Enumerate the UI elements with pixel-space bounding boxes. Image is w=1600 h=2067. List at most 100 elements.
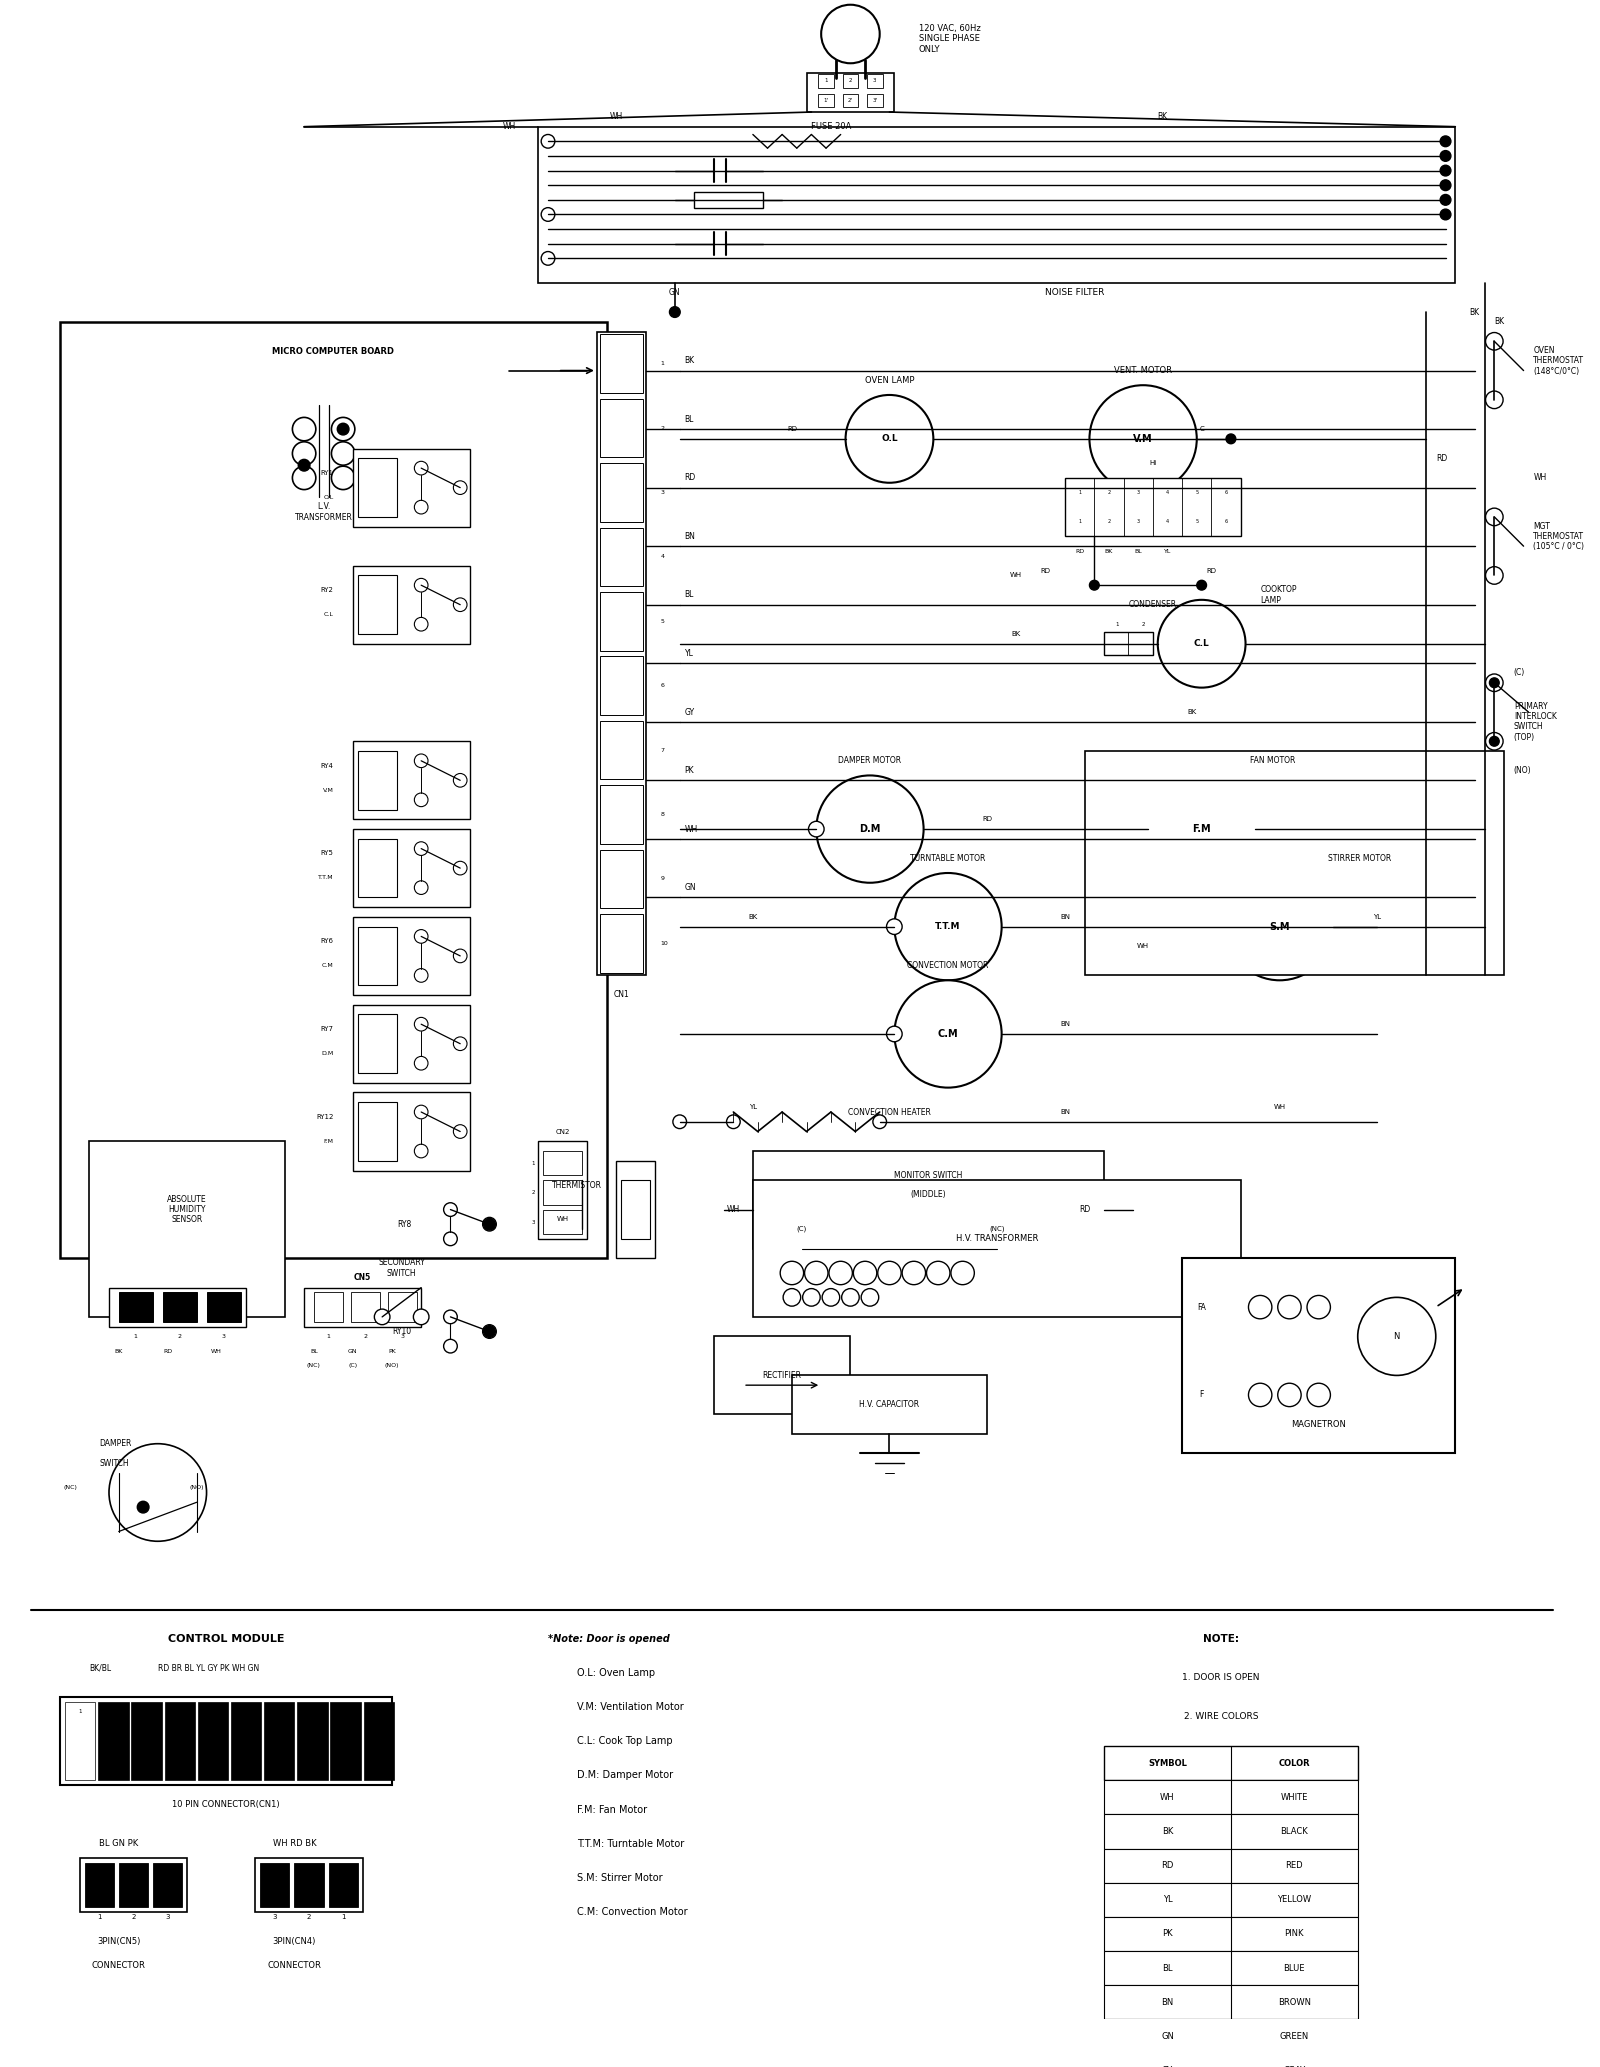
Text: CN1: CN1 [613, 990, 629, 1000]
Text: BK: BK [1011, 630, 1021, 637]
Text: (NO): (NO) [1514, 767, 1531, 775]
Text: 5: 5 [1195, 519, 1198, 525]
Bar [354, 1005, 470, 1083]
Circle shape [414, 618, 429, 630]
Circle shape [298, 459, 310, 471]
Circle shape [1440, 194, 1451, 205]
Circle shape [1440, 136, 1451, 147]
Circle shape [414, 969, 429, 982]
Bar [600, 591, 643, 651]
Text: OVEN
THERMOSTAT
(148°C/0°C): OVEN THERMOSTAT (148°C/0°C) [1533, 345, 1584, 376]
Circle shape [886, 1025, 902, 1042]
Circle shape [829, 1261, 853, 1286]
Text: CONNECTOR: CONNECTOR [267, 1962, 322, 1970]
Circle shape [808, 821, 824, 837]
Text: FAN MOTOR: FAN MOTOR [1251, 757, 1296, 765]
Bar [358, 1015, 397, 1073]
Text: C: C [1200, 426, 1205, 432]
Text: WHITE: WHITE [1280, 1792, 1309, 1802]
Text: (NC): (NC) [307, 1362, 322, 1368]
Text: WH: WH [726, 1205, 739, 1213]
Text: D.M: D.M [322, 1050, 333, 1056]
Text: F.M: Fan Motor: F.M: Fan Motor [578, 1804, 648, 1815]
Text: RY5: RY5 [320, 850, 333, 856]
Text: WH: WH [1533, 473, 1547, 482]
Text: RY4: RY4 [320, 763, 333, 769]
Text: BN: BN [1061, 1110, 1070, 1114]
Text: CONDENSER: CONDENSER [1130, 599, 1178, 610]
Text: 120 VAC, 60Hz
SINGLE PHASE
ONLY: 120 VAC, 60Hz SINGLE PHASE ONLY [918, 25, 981, 54]
Circle shape [338, 424, 349, 434]
Bar [542, 1180, 582, 1205]
Text: WH: WH [1010, 573, 1022, 579]
Circle shape [483, 1325, 496, 1337]
Circle shape [414, 461, 429, 475]
Bar [66, 1703, 96, 1780]
Bar [131, 1703, 162, 1780]
Text: D.M: Damper Motor: D.M: Damper Motor [578, 1771, 674, 1780]
Text: 2: 2 [307, 1914, 310, 1920]
Text: (C): (C) [797, 1226, 806, 1232]
Bar [1104, 1883, 1358, 1916]
Circle shape [669, 306, 680, 318]
Bar [600, 399, 643, 457]
Text: MGT
THERMOSTAT
(105°C / 0°C): MGT THERMOSTAT (105°C / 0°C) [1533, 521, 1584, 552]
Text: BK: BK [685, 356, 694, 366]
Circle shape [1248, 1383, 1272, 1408]
Text: L.V.
TRANSFORMER: L.V. TRANSFORMER [294, 502, 352, 521]
Bar [1066, 477, 1240, 537]
Circle shape [413, 1308, 429, 1325]
Text: 10 PIN CONNECTOR(CN1): 10 PIN CONNECTOR(CN1) [173, 1800, 280, 1809]
Circle shape [414, 579, 429, 591]
Bar [843, 74, 858, 87]
Text: S.M: S.M [1269, 922, 1290, 932]
Text: RY1: RY1 [320, 469, 333, 475]
Bar [1104, 1815, 1358, 1848]
Bar [165, 1703, 195, 1780]
Bar [600, 721, 643, 779]
Circle shape [1490, 736, 1499, 746]
Text: RECTIFIER: RECTIFIER [763, 1370, 802, 1381]
Text: 3PIN(CN5): 3PIN(CN5) [98, 1937, 141, 1945]
Circle shape [1485, 674, 1502, 692]
Text: BL: BL [1134, 548, 1142, 554]
Bar [154, 1862, 182, 1908]
Bar [85, 1862, 114, 1908]
Circle shape [414, 500, 429, 515]
Circle shape [443, 1339, 458, 1354]
Text: 2: 2 [848, 79, 853, 83]
Text: BK: BK [1157, 112, 1168, 122]
Text: 3: 3 [1136, 519, 1139, 525]
Circle shape [1307, 1296, 1331, 1319]
Circle shape [816, 775, 923, 883]
Circle shape [782, 1288, 800, 1306]
Text: *Note: Door is opened: *Note: Door is opened [549, 1633, 670, 1643]
Text: 1': 1' [824, 97, 829, 103]
Bar [354, 742, 470, 819]
Bar [90, 1141, 285, 1317]
Circle shape [853, 1261, 877, 1286]
Text: GN: GN [685, 883, 696, 893]
Text: BK/BL: BK/BL [90, 1664, 112, 1672]
Text: BN: BN [1061, 914, 1070, 920]
Text: 3': 3' [872, 97, 877, 103]
Bar [600, 785, 643, 843]
Bar [256, 1858, 363, 1912]
Text: RY7: RY7 [320, 1025, 333, 1031]
Text: 8: 8 [661, 812, 664, 816]
Circle shape [453, 862, 467, 874]
Text: DAMPER MOTOR: DAMPER MOTOR [838, 757, 901, 765]
Bar [600, 335, 643, 393]
Text: BLACK: BLACK [1280, 1827, 1309, 1835]
Circle shape [414, 1056, 429, 1071]
Bar [754, 1151, 1104, 1248]
Circle shape [894, 872, 1002, 980]
Circle shape [1141, 821, 1155, 837]
Bar [600, 914, 643, 971]
Text: (C): (C) [349, 1362, 357, 1368]
Text: BL: BL [310, 1348, 318, 1354]
Bar [600, 850, 643, 907]
Circle shape [781, 1261, 803, 1286]
Text: 3PIN(CN4): 3PIN(CN4) [272, 1937, 317, 1945]
Circle shape [414, 794, 429, 806]
